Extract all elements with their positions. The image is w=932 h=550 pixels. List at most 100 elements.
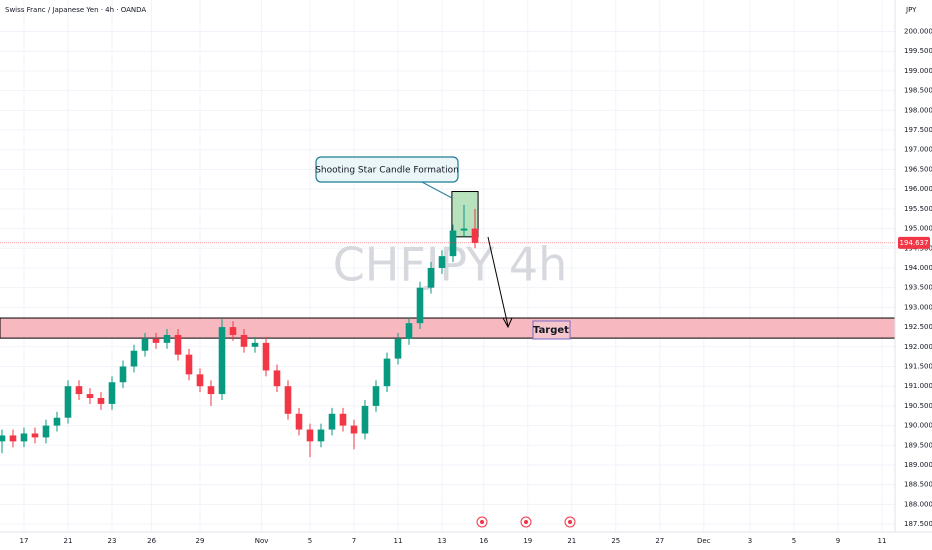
candle-body — [64, 386, 72, 418]
y-tick-label: 198.500 — [904, 87, 932, 95]
event-icon — [476, 516, 488, 528]
candle-body — [240, 334, 248, 347]
candle-body — [53, 417, 61, 426]
event-icon — [524, 520, 528, 524]
candle-body — [328, 413, 336, 430]
candle-body — [9, 435, 17, 442]
y-tick-label: 195.500 — [904, 205, 932, 213]
y-tick-label: 188.500 — [904, 481, 932, 489]
candle-body — [350, 425, 358, 434]
last-price-label: 194.637 — [900, 239, 929, 247]
x-tick-label: 29 — [196, 537, 205, 545]
x-tick-label: 9 — [836, 537, 840, 545]
candle-body — [339, 413, 347, 426]
candle-body — [185, 354, 193, 375]
candle-body — [163, 334, 171, 343]
y-tick-label: 198.000 — [904, 106, 932, 114]
candle-body — [317, 429, 325, 442]
event-icon — [568, 520, 572, 524]
x-tick-label: 21 — [567, 537, 576, 545]
x-tick-label: 11 — [394, 537, 403, 545]
x-tick-label: 17 — [20, 537, 29, 545]
candle-body — [97, 398, 105, 404]
candle-body — [405, 323, 413, 339]
x-tick-label: 13 — [438, 537, 447, 545]
candle-body — [130, 350, 138, 367]
currency: JPY — [905, 6, 917, 14]
x-tick-label: 5 — [308, 537, 312, 545]
candle-body — [394, 338, 402, 359]
candle-body — [416, 287, 424, 324]
candle-body — [427, 267, 435, 288]
candle-body — [75, 386, 83, 395]
candle-body — [152, 338, 160, 343]
callout-line — [419, 180, 453, 199]
candle-body — [207, 386, 215, 395]
target-zone — [0, 317, 896, 339]
candle-body — [31, 433, 39, 438]
y-tick-label: 191.000 — [904, 382, 932, 390]
y-tick-label: 197.500 — [904, 126, 932, 134]
x-tick-label: 27 — [655, 537, 664, 545]
y-tick-label: 197.000 — [904, 146, 932, 154]
callout-text: Shooting Star Candle Formation — [315, 166, 459, 176]
y-tick-label: 194.000 — [904, 264, 932, 272]
event-icons — [476, 516, 576, 528]
target-box — [532, 320, 571, 340]
y-tick-label: 200.000 — [904, 28, 932, 36]
y-tick-label: 188.000 — [904, 500, 932, 508]
candle-body — [42, 425, 50, 438]
candle-body — [460, 228, 468, 231]
candle-body — [284, 386, 292, 414]
event-icon — [480, 520, 484, 524]
candle-body — [251, 342, 259, 347]
y-tick-label: 191.500 — [904, 362, 932, 370]
candle-body — [449, 230, 457, 257]
arrow — [487, 236, 509, 327]
y-tick-label: 192.000 — [904, 343, 932, 351]
candle-body — [196, 374, 204, 387]
x-tick-label: Nov — [255, 537, 269, 545]
candle-body — [119, 366, 127, 383]
candle-body — [141, 338, 149, 351]
callout-box — [315, 156, 459, 183]
y-tick-label: 199.000 — [904, 67, 932, 75]
y-tick-label: 195.000 — [904, 225, 932, 233]
candle-body — [218, 327, 226, 395]
chart-title: Swiss Franc / Japanese Yen · 4h · OANDA — [5, 6, 146, 14]
candle-body — [383, 358, 391, 387]
candle-body — [295, 413, 303, 430]
candle-body — [471, 228, 479, 243]
x-tick-label: 21 — [64, 537, 73, 545]
candle-body — [306, 429, 314, 442]
x-tick-label: 25 — [611, 537, 620, 545]
event-icon — [564, 516, 576, 528]
y-tick-label: 193.000 — [904, 303, 932, 311]
candle-body — [174, 334, 182, 355]
y-tick-label: 189.500 — [904, 441, 932, 449]
y-tick-label: 190.000 — [904, 422, 932, 430]
x-tick-label: 11 — [878, 537, 887, 545]
x-tick-label: Dec — [697, 537, 711, 545]
x-tick-label: 23 — [108, 537, 117, 545]
x-tick-label: 16 — [479, 537, 488, 545]
y-tick-label: 196.000 — [904, 185, 932, 193]
x-tick-label: 26 — [147, 537, 156, 545]
x-tick-label: 7 — [352, 537, 356, 545]
y-tick-label: 187.500 — [904, 520, 932, 528]
candle-body — [273, 370, 281, 387]
last-price-tag — [898, 236, 930, 249]
x-tick-label: 19 — [523, 537, 532, 545]
x-tick-label: 3 — [748, 537, 752, 545]
candle-body — [0, 435, 6, 442]
plot — [0, 191, 896, 458]
candle-body — [108, 382, 116, 404]
candle-body — [229, 327, 237, 335]
y-tick-label: 189.000 — [904, 461, 932, 469]
candle-body — [438, 256, 446, 268]
target-label: Target — [533, 325, 569, 336]
y-tick-label: 190.500 — [904, 402, 932, 410]
event-icon — [520, 516, 532, 528]
candle-body — [86, 394, 94, 399]
